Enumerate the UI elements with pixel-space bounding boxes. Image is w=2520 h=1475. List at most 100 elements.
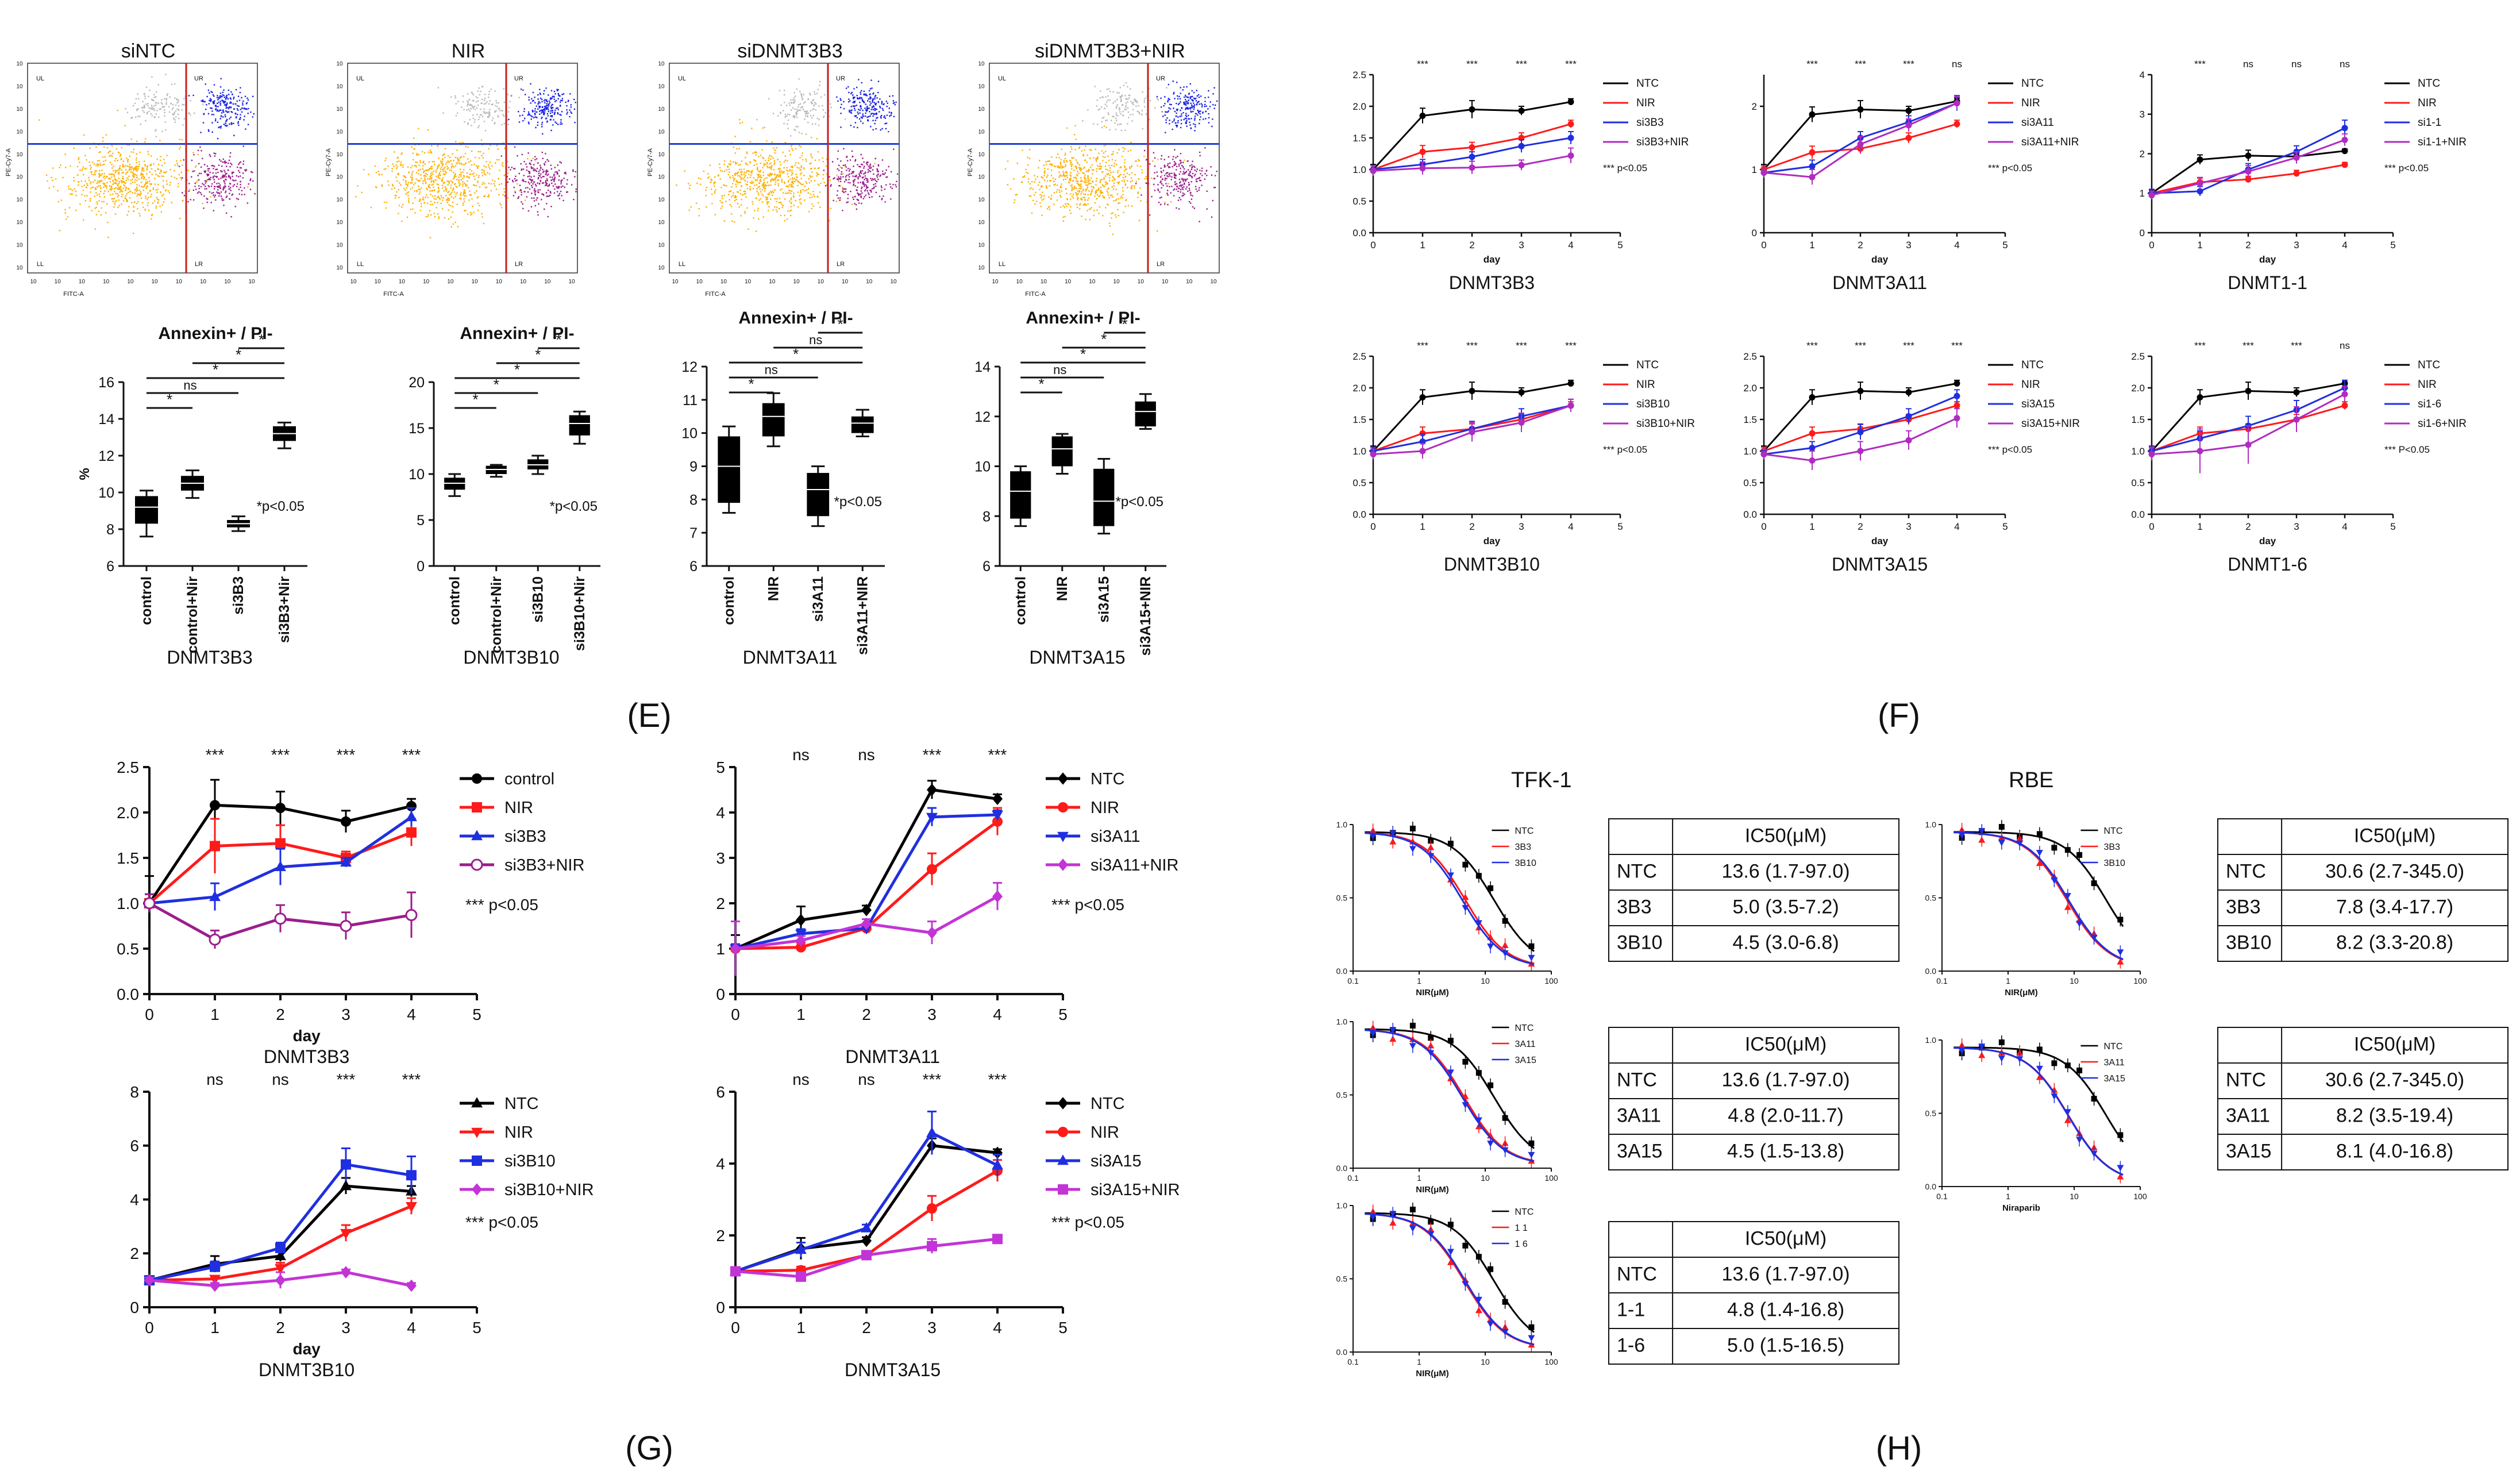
data-point [1447,872,1454,879]
legend-label: si3A11+NIR [1091,856,1178,875]
data-point [275,1264,286,1274]
y-tick-label: 1.5 [2131,414,2145,425]
data-point [1475,1307,1482,1314]
data-point [1958,1048,1966,1055]
legend-label: si3B3 [1636,117,1664,129]
legend-label: si3B3+NIR [504,856,584,875]
data-point [1905,134,1912,141]
x-tick-label: 1 [2197,521,2202,532]
tick-label: 10 [1210,279,1217,285]
table-cell: 4.5 (1.5-13.8) [1727,1140,1844,1162]
x-tick-label: 1 [210,1006,219,1023]
data-point [275,1242,286,1253]
legend-label: NTC [2418,359,2440,371]
data-point [1857,141,1864,148]
data-point [1389,1035,1397,1042]
axis-label: PE-Cy7-A [325,148,332,176]
data-point [2341,136,2348,143]
data-point [1427,1050,1435,1057]
y-tick-label: 12 [974,409,991,425]
data-point [2064,1109,2071,1116]
tick-label: 10 [978,219,985,226]
data-point [2197,180,2203,187]
x-tick-label: 10 [1481,1357,1490,1366]
data-point [341,1266,351,1278]
significance-label: ns [1053,363,1066,377]
population-ur [188,78,255,140]
significance-label: *** [1806,340,1818,351]
chart-subtitle: DNMT3A15 [845,1360,941,1380]
significance-label: ns [272,1070,289,1088]
x-tick-label: 5 [1058,1006,1068,1023]
x-tick-label: 3 [341,1006,350,1023]
y-tick-label: 2.5 [1743,351,1757,362]
legend-label: NIR [1091,799,1119,817]
tick-label: 10 [544,279,551,285]
chart-subtitle: DNMT3B3 [1449,272,1535,293]
population-ul [756,78,846,137]
line-chart-G1: 0.0 0.5 1.0 1.5 2.0 2.5 0 1 2 3 4 5 day *** *** *** *** c… [117,746,584,1067]
significance-label: *** [988,1070,1007,1088]
data-point [1419,394,1426,400]
data-point [992,1146,1003,1160]
fit-curve [1365,1029,1535,1162]
y-tick-label: 12 [98,448,114,464]
tick-label: 10 [496,279,503,285]
chart-title: Annexin+ / PI- [460,324,574,343]
y-tick-label: 0 [417,559,425,575]
data-point [1462,1102,1469,1109]
significance-label: * [1080,345,1086,363]
x-axis-label: Niraparib [2002,1203,2040,1213]
tick-label: 10 [16,61,23,67]
legend-label: NIR [2021,379,2040,391]
legend-label: NTC [1636,78,1659,90]
data-point [2197,188,2203,195]
tick-label: 10 [16,197,23,203]
x-tick-label: 2 [276,1319,285,1337]
table-cell: 4.8 (2.0-11.7) [1728,1104,1844,1126]
tick-label: 10 [399,279,406,285]
line-chart-F2: 0 1 2 0 1 2 3 4 5 day *** *** *** ns NTC NIR si3A11 si3A1… [1752,59,2079,293]
x-tick-label: 10 [1481,976,1490,985]
data-point [1419,448,1426,455]
significance-label: ns [2243,59,2253,70]
data-point [406,1279,417,1292]
tick-label: 10 [658,174,665,180]
tick-label: 10 [30,279,37,285]
y-tick-label: 3 [2140,109,2145,120]
x-tick-label: 4 [1954,521,1959,532]
population-lr [500,146,577,218]
axis-label: FITC-A [705,291,726,298]
significance-label: ns [792,746,810,764]
significance-label: ns [206,1070,224,1088]
data-point [1389,1027,1397,1034]
legend-label: 1 1 [1515,1223,1528,1233]
x-tick-label: 0 [145,1319,154,1337]
data-point [2064,847,2071,853]
data-point [2076,1137,2083,1143]
data-point [1857,429,1864,436]
y-tick-label: 15 [409,421,425,437]
y-tick-label: 6 [716,1083,725,1101]
significance-label: * [494,376,499,393]
data-point [2036,1073,2043,1080]
data-point [1419,430,1426,437]
p-value-note: *p<0.05 [257,499,305,514]
tick-label: 10 [568,279,575,285]
data-point [1447,1038,1454,1044]
data-point [1953,415,1960,422]
box [1135,401,1156,427]
data-point [274,912,287,925]
significance-label: * [1122,315,1127,333]
line-chart-G4: 0 2 4 6 0 1 2 3 4 5 ns ns *** *** NTC NIR si3A15 si3A15+N… [716,1070,1180,1380]
y-tick-label: 0 [130,1299,139,1316]
data-point [1978,836,1986,843]
significance-label: * [535,346,541,363]
y-tick-label: 0.0 [1336,1164,1348,1173]
table-cell: 8.2 (3.3-20.8) [2336,931,2453,953]
significance-label: *** [1466,59,1478,70]
legend-label: 3B10 [1515,858,1536,868]
quadrant-label: LR [837,261,845,268]
legend-label: si3A15 [2021,398,2055,410]
y-tick-label: 0.0 [1925,1182,1937,1191]
